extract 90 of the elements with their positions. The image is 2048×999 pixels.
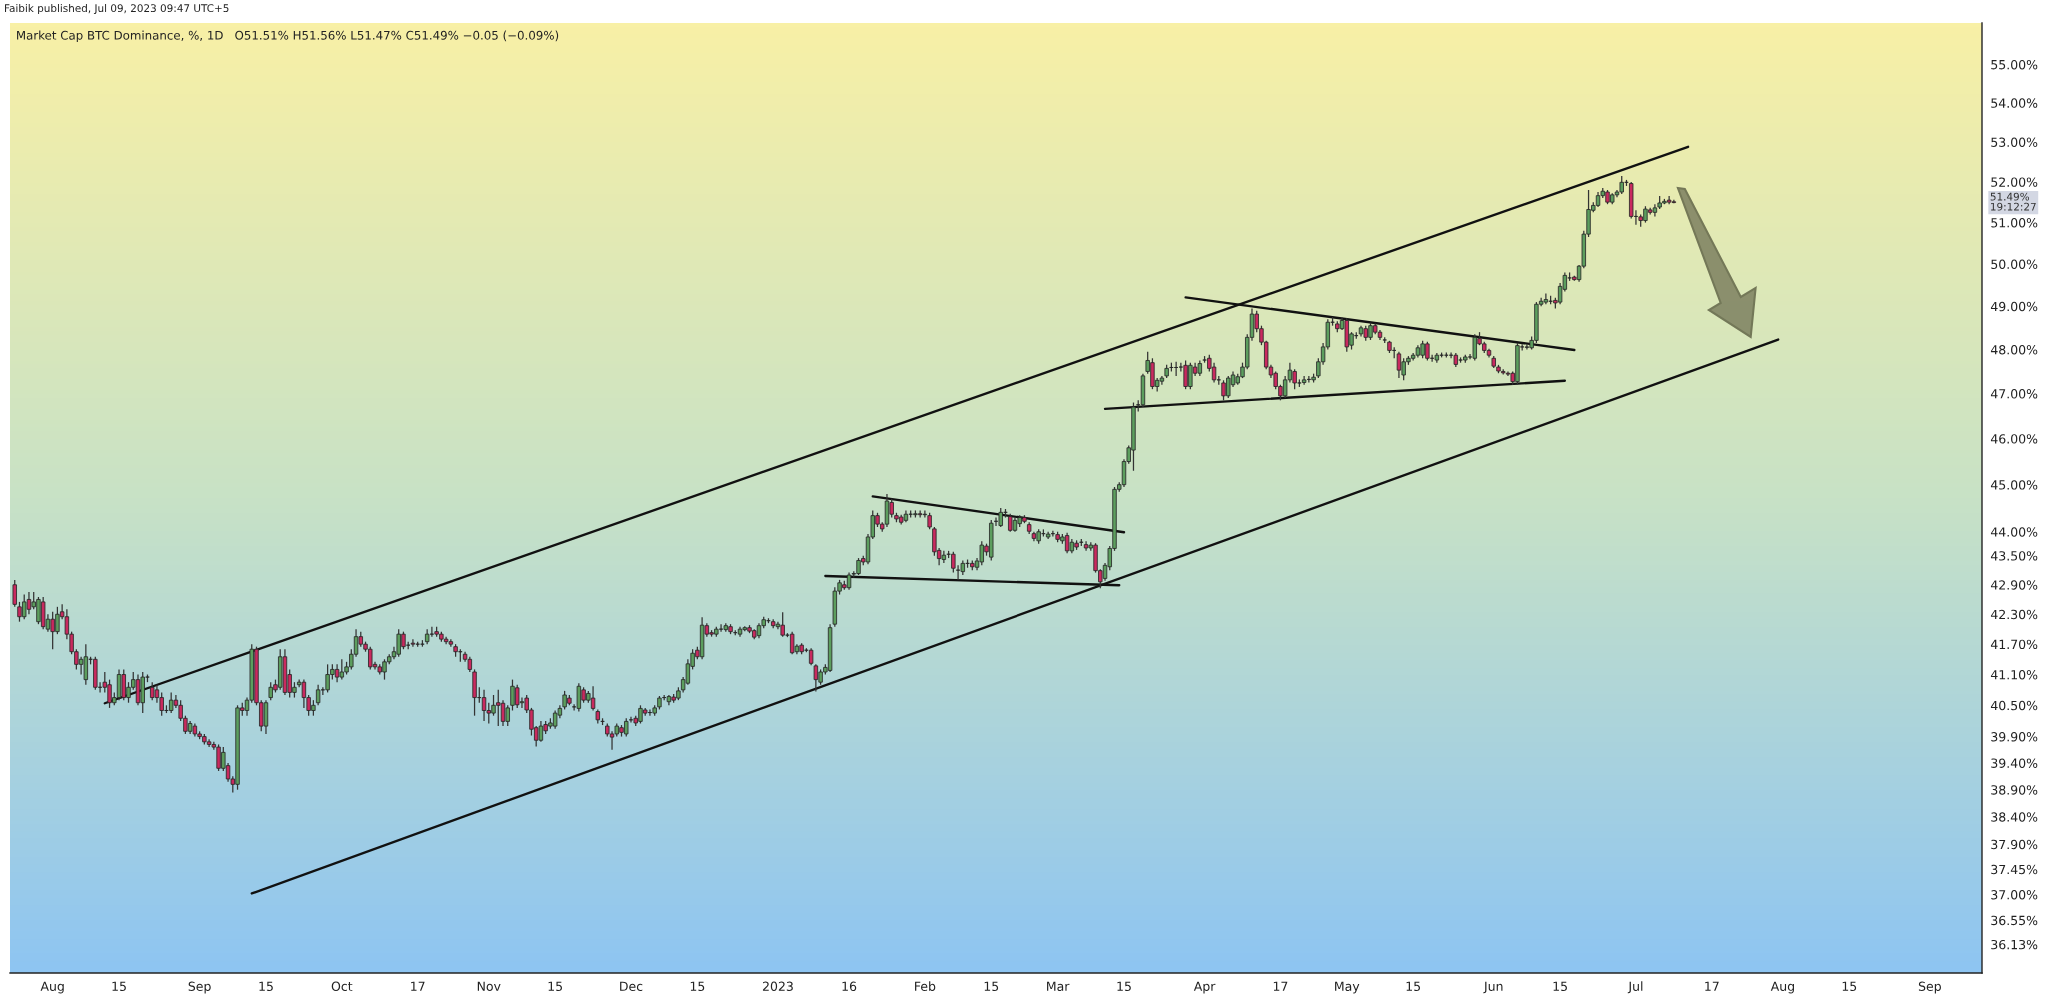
x-tick-label: Jun — [1483, 981, 1503, 994]
y-tick-label: 49.00% — [1990, 301, 2038, 312]
y-tick-label: 39.90% — [1991, 732, 2038, 742]
candlestick — [1064, 532, 1070, 554]
x-tick-label: 17 — [1273, 981, 1288, 991]
y-tick-label: 50.00% — [1991, 259, 2038, 269]
x-tick-label: 16 — [842, 981, 857, 992]
candlestick — [135, 673, 141, 706]
candlestick — [83, 643, 89, 686]
y-tick-label: 39.40% — [1991, 758, 2038, 768]
x-tick-label: 15 — [259, 981, 273, 992]
y-tick-label: 36.55% — [1991, 915, 2038, 926]
x-tick-label: 15 — [1842, 981, 1857, 992]
y-tick-label: 55.00% — [1991, 59, 2038, 70]
candlestick — [552, 709, 558, 730]
y-tick-label: 37.45% — [1991, 864, 2038, 875]
y-tick-label: 42.30% — [1990, 609, 2038, 620]
x-tick-label: Feb — [915, 981, 936, 992]
candlestick — [576, 682, 582, 713]
candlestick — [1524, 343, 1530, 351]
y-tick-label: 45.00% — [1990, 480, 2038, 490]
candlestick — [26, 591, 32, 615]
candlestick — [1396, 351, 1402, 379]
x-tick-label: Apr — [1193, 981, 1216, 994]
x-tick-label: May — [1335, 981, 1360, 994]
y-tick-label: 42.90% — [1990, 580, 2038, 590]
x-tick-label: 15 — [984, 981, 999, 992]
candlestick — [301, 678, 307, 709]
x-tick-label: Mar — [1047, 981, 1070, 992]
x-tick-label: Jul — [1627, 981, 1643, 994]
x-tick-label: Sep — [188, 981, 211, 994]
candlestick — [780, 611, 785, 638]
y-tick-label: 48.00% — [1990, 345, 2038, 355]
candlestick — [884, 493, 890, 528]
candlestick — [1211, 362, 1217, 384]
text: Market Cap BTC Dominance, %, 1D — [17, 30, 223, 43]
x-tick-label: 15 — [690, 981, 705, 992]
candlestick — [481, 689, 487, 722]
y-tick-label: 37.00% — [1991, 890, 2038, 900]
x-tick-label: 15 — [548, 981, 563, 992]
text: O51.51% H51.56% L51.47% C51.49% −0.05 (−0.09%) — [235, 30, 559, 42]
y-tick-label: 54.00% — [1991, 98, 2038, 108]
y-tick-label: 41.70% — [1990, 639, 2038, 650]
x-tick-label: Oct — [331, 981, 353, 992]
y-tick-label: 36.13% — [1991, 939, 2038, 950]
y-tick-label: 37.90% — [1991, 839, 2038, 850]
candlestick — [1543, 292, 1549, 305]
y-tick-label: 53.00% — [1991, 137, 2038, 147]
x-tick-label: Nov — [477, 981, 501, 992]
candlestick — [168, 691, 174, 714]
x-tick-label: 17 — [411, 981, 425, 991]
candlestick — [116, 668, 122, 701]
y-tick-label: 38.40% — [1991, 812, 2038, 822]
x-tick-label: 17 — [1705, 981, 1719, 991]
x-tick-label: 15 — [1117, 981, 1131, 992]
x-tick-label: 15 — [1553, 981, 1567, 992]
y-tick-label: 51.00% — [1991, 218, 2038, 228]
candlestick — [1301, 375, 1307, 386]
x-tick-label: Aug — [1770, 981, 1794, 994]
candlestick — [12, 579, 17, 608]
x-tick-label: 15 — [1406, 981, 1421, 992]
x-tick-label: 15 — [112, 981, 126, 992]
candlestick — [263, 699, 269, 735]
candlestick — [315, 684, 321, 706]
candlestick — [410, 638, 416, 648]
candlestick — [1619, 175, 1624, 195]
text: 51.49% 19:12:27 — [1990, 192, 2036, 211]
candlestick — [789, 631, 795, 655]
text: Faibik published, Jul 09, 2023 09:47 UTC+5 — [5, 4, 229, 15]
x-tick-label: Sep — [1918, 981, 1941, 994]
candlestick — [1008, 513, 1013, 533]
y-tick-label: 38.90% — [1991, 785, 2038, 795]
candlestick — [998, 507, 1003, 528]
y-tick-label: 46.00% — [1990, 434, 2038, 444]
x-tick-label: Dec — [620, 981, 643, 992]
y-tick-label: 47.00% — [1990, 389, 2038, 399]
y-tick-label: 44.00% — [1990, 527, 2038, 537]
y-tick-label: 40.50% — [1990, 700, 2038, 711]
candlestick — [941, 550, 947, 564]
candlestick — [339, 658, 345, 681]
candlestick — [590, 685, 596, 712]
y-tick-label: 41.10% — [1990, 669, 2038, 680]
candlestick — [429, 626, 435, 638]
y-tick-label: 43.50% — [1990, 551, 2038, 561]
candlestick — [500, 699, 506, 727]
y-tick-label: 52.00% — [1991, 177, 2038, 187]
x-tick-label: 2023 — [762, 981, 793, 992]
candlestick — [538, 720, 544, 743]
candlestick — [505, 704, 510, 727]
x-tick-label: Aug — [40, 981, 64, 994]
